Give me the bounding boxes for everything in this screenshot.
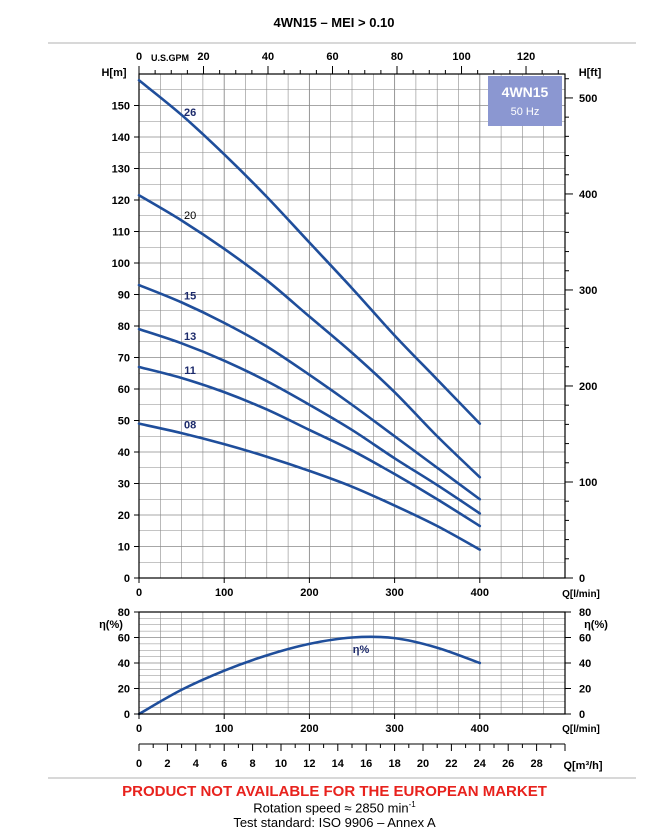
gpm-tick-label: 0 xyxy=(136,51,142,63)
gpm-tick-label: 40 xyxy=(262,51,274,63)
curve-label-26: 26 xyxy=(184,107,196,119)
gpm-tick-label: 80 xyxy=(391,51,403,63)
m3h-axis-label: Q[m³/h] xyxy=(563,760,602,772)
curve-label-11: 11 xyxy=(184,365,196,377)
y-tick-label-left: 60 xyxy=(118,384,130,396)
curve-label-08: 08 xyxy=(184,419,196,431)
y-tick-label-left: 100 xyxy=(112,258,130,270)
gpm-tick-label: 120 xyxy=(517,51,535,63)
m3h-tick-label: 22 xyxy=(445,758,457,770)
y-tick-label-left: 90 xyxy=(118,290,130,302)
curve-label-15: 15 xyxy=(184,290,196,302)
y-tick-label-right: 400 xyxy=(579,189,597,201)
chart-title: 4WN15 – MEI > 0.10 xyxy=(273,15,394,30)
y-tick-label-left: 80 xyxy=(118,321,130,333)
eff-x-tick-label: 400 xyxy=(471,723,489,735)
eff-x-tick-label: 300 xyxy=(385,723,403,735)
y-tick-label-left: 110 xyxy=(112,227,130,239)
curve-label-13: 13 xyxy=(184,331,196,343)
y-axis-label-right: H[ft] xyxy=(579,67,602,79)
efficiency-chart-grid xyxy=(137,611,566,716)
efficiency-curve-label: η% xyxy=(353,644,370,656)
m3h-tick-label: 4 xyxy=(193,758,200,770)
curve-15 xyxy=(137,283,482,501)
y-axis-label-left: H[m] xyxy=(101,67,126,79)
eff-x-tick-label: 100 xyxy=(215,723,233,735)
y-tick-label-left: 0 xyxy=(124,573,130,585)
eff-y-tick-label-right: 20 xyxy=(579,684,591,696)
test-standard: Test standard: ISO 9906 – Annex A xyxy=(233,815,436,830)
eff-y-axis-label-right: η(%) xyxy=(584,619,608,631)
curve-20 xyxy=(137,193,482,479)
gpm-tick-label: 60 xyxy=(326,51,338,63)
rotation-speed: Rotation speed ≈ 2850 min-1 xyxy=(0,800,669,815)
x-tick-label: 100 xyxy=(215,587,233,599)
eff-y-tick-label-right: 0 xyxy=(579,709,585,721)
m3h-tick-label: 12 xyxy=(303,758,315,770)
eff-y-tick-label-right: 40 xyxy=(579,658,591,670)
y-tick-label-right: 300 xyxy=(579,285,597,297)
eff-y-axis-label-left: η(%) xyxy=(99,619,123,631)
y-tick-label-right: 500 xyxy=(579,93,597,105)
m3h-tick-label: 16 xyxy=(360,758,372,770)
efficiency-curve xyxy=(137,635,482,716)
y-tick-label-left: 50 xyxy=(118,416,130,428)
curve-13 xyxy=(137,327,482,515)
curve-08 xyxy=(137,422,482,551)
curve-label-20: 20 xyxy=(184,210,196,222)
market-warning: PRODUCT NOT AVAILABLE FOR THE EUROPEAN M… xyxy=(122,783,547,800)
y-tick-label-left: 130 xyxy=(112,164,130,176)
gpm-axis-label: U.S.GPM xyxy=(151,53,189,63)
eff-x-tick-label: 200 xyxy=(300,723,318,735)
m3h-tick-label: 14 xyxy=(332,758,345,770)
x-tick-label: 0 xyxy=(136,587,142,599)
gpm-tick-label: 100 xyxy=(452,51,470,63)
m3h-tick-label: 6 xyxy=(221,758,227,770)
x-tick-label: 300 xyxy=(385,587,403,599)
y-tick-label-left: 10 xyxy=(118,542,130,554)
y-tick-label-right: 200 xyxy=(579,381,597,393)
rotation-speed-exponent: -1 xyxy=(408,800,416,809)
y-tick-label-left: 120 xyxy=(112,195,130,207)
eff-y-tick-label-left: 0 xyxy=(124,709,130,721)
y-tick-label-right: 100 xyxy=(579,477,597,489)
y-tick-label-left: 140 xyxy=(112,132,130,144)
y-tick-label-right: 0 xyxy=(579,573,585,585)
m3h-tick-label: 8 xyxy=(250,758,256,770)
y-tick-label-left: 150 xyxy=(112,101,130,113)
m3h-tick-label: 0 xyxy=(136,758,142,770)
eff-y-tick-label-left: 60 xyxy=(118,633,130,645)
x-tick-label: 200 xyxy=(300,587,318,599)
eff-y-tick-label-right: 80 xyxy=(579,607,591,619)
y-tick-label-left: 70 xyxy=(118,353,130,365)
eff-y-tick-label-left: 20 xyxy=(118,684,130,696)
eff-x-tick-label: 0 xyxy=(136,723,142,735)
m3h-tick-label: 18 xyxy=(388,758,400,770)
m3h-tick-label: 28 xyxy=(530,758,542,770)
y-tick-label-left: 40 xyxy=(118,447,130,459)
model-badge xyxy=(488,76,562,126)
eff-y-tick-label-left: 40 xyxy=(118,658,130,670)
m3h-tick-label: 26 xyxy=(502,758,514,770)
curve-11 xyxy=(137,365,482,528)
head-chart-grid xyxy=(138,73,566,579)
m3h-tick-label: 2 xyxy=(164,758,170,770)
eff-y-tick-label-right: 60 xyxy=(579,633,591,645)
y-tick-label-left: 30 xyxy=(118,479,130,491)
m3h-tick-label: 20 xyxy=(417,758,429,770)
rotation-speed-label: Rotation speed ≈ 2850 min xyxy=(253,800,409,816)
gpm-tick-label: 20 xyxy=(197,51,209,63)
m3h-tick-label: 10 xyxy=(275,758,287,770)
model-badge-frequency: 50 Hz xyxy=(511,106,540,118)
x-tick-label: 400 xyxy=(471,587,489,599)
y-tick-label-left: 20 xyxy=(118,510,130,522)
model-badge-name: 4WN15 xyxy=(502,84,549,100)
eff-x-axis-label: Q[l/min] xyxy=(562,724,600,735)
m3h-tick-label: 24 xyxy=(474,758,487,770)
curve-26 xyxy=(137,79,482,425)
eff-y-tick-label-left: 80 xyxy=(118,607,130,619)
head-curves: 26 20 15 13 11 08 xyxy=(137,79,482,551)
x-axis-label: Q[l/min] xyxy=(562,589,600,600)
